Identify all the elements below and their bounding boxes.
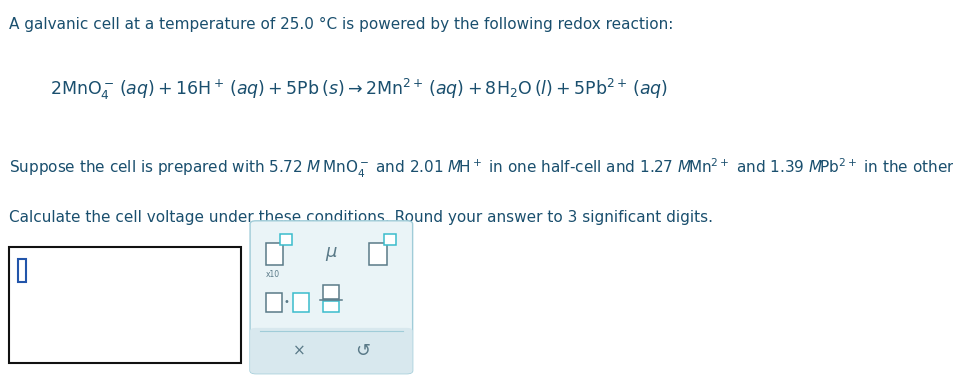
FancyBboxPatch shape <box>250 328 413 374</box>
Bar <box>323 301 339 312</box>
Text: A galvanic cell at a temperature of 25.0 °C is powered by the following redox re: A galvanic cell at a temperature of 25.0… <box>9 17 673 32</box>
Text: $\mu$: $\mu$ <box>325 245 337 263</box>
Text: ×: × <box>293 343 306 358</box>
Bar <box>293 293 309 312</box>
Text: ↺: ↺ <box>355 342 370 360</box>
Text: x10: x10 <box>266 270 280 279</box>
Bar <box>323 285 339 299</box>
Text: Suppose the cell is prepared with 5.72 $M\,\mathrm{MnO}_4^-$ and 2.01 $M\!\mathr: Suppose the cell is prepared with 5.72 $… <box>9 156 953 179</box>
Bar <box>9 247 240 363</box>
Bar <box>265 243 283 264</box>
Text: Calculate the cell voltage under these conditions. Round your answer to 3 signif: Calculate the cell voltage under these c… <box>9 210 712 225</box>
Bar <box>265 293 281 312</box>
Bar <box>255 331 406 351</box>
Text: $2\mathrm{MnO}_4^-\,(\mathit{aq})+16\mathrm{H}^+\,(\mathit{aq})+5\mathrm{Pb}\,(\: $2\mathrm{MnO}_4^-\,(\mathit{aq})+16\mat… <box>50 77 667 102</box>
Bar <box>280 234 292 245</box>
FancyBboxPatch shape <box>250 221 413 374</box>
Bar <box>369 243 387 264</box>
Bar <box>383 234 395 245</box>
Text: •: • <box>284 298 290 307</box>
Bar <box>18 259 27 282</box>
